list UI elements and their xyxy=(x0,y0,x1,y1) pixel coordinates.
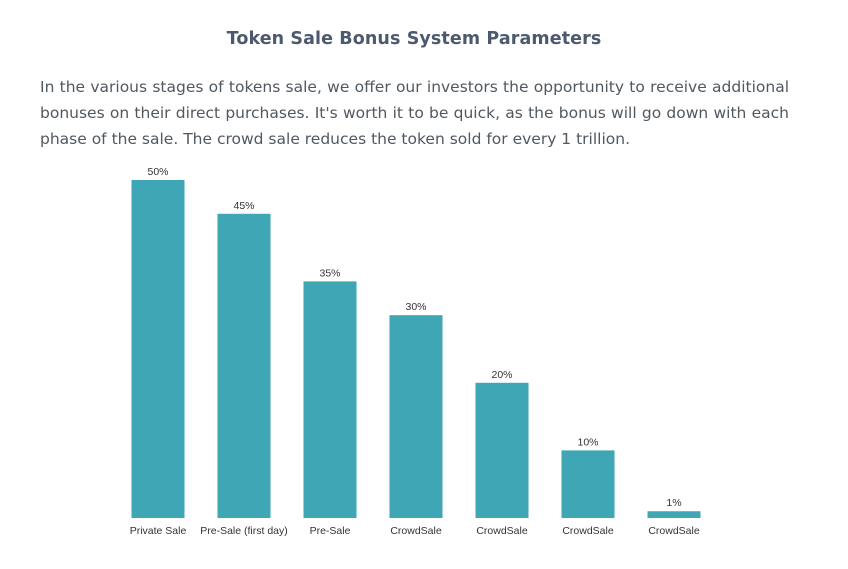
category-label-7: CrowdSale xyxy=(648,525,700,537)
category-label-3: Pre-Sale xyxy=(310,525,351,537)
bar-2 xyxy=(217,213,271,519)
category-label-5: CrowdSale xyxy=(476,525,528,537)
intro-paragraph: In the various stages of tokens sale, we… xyxy=(40,78,789,148)
page-title: Token Sale Bonus System Parameters xyxy=(226,29,602,49)
bar-3 xyxy=(303,281,357,518)
bars-group xyxy=(131,180,701,519)
bar-1 xyxy=(131,180,185,518)
category-label-2: Pre-Sale (first day) xyxy=(200,525,288,537)
value-label-4: 30% xyxy=(405,301,426,313)
value-label-5: 20% xyxy=(491,369,512,381)
bar-6 xyxy=(561,450,615,518)
category-label-4: CrowdSale xyxy=(390,525,442,537)
bar-5 xyxy=(475,382,529,518)
value-label-1: 50% xyxy=(147,166,168,178)
category-label-6: CrowdSale xyxy=(562,525,614,537)
category-label-1: Private Sale xyxy=(130,525,187,537)
category-labels-group: Private Sale Pre-Sale (first day) Pre-Sale… xyxy=(130,525,700,537)
bar-7 xyxy=(647,511,701,518)
value-label-3: 35% xyxy=(319,267,340,279)
value-labels-group: 50% 45% 35% 30% 20% 10% 1% xyxy=(147,166,681,509)
bar-4 xyxy=(389,315,443,518)
value-label-6: 10% xyxy=(577,436,598,448)
value-label-2: 45% xyxy=(233,200,254,212)
value-label-7: 1% xyxy=(666,497,681,509)
